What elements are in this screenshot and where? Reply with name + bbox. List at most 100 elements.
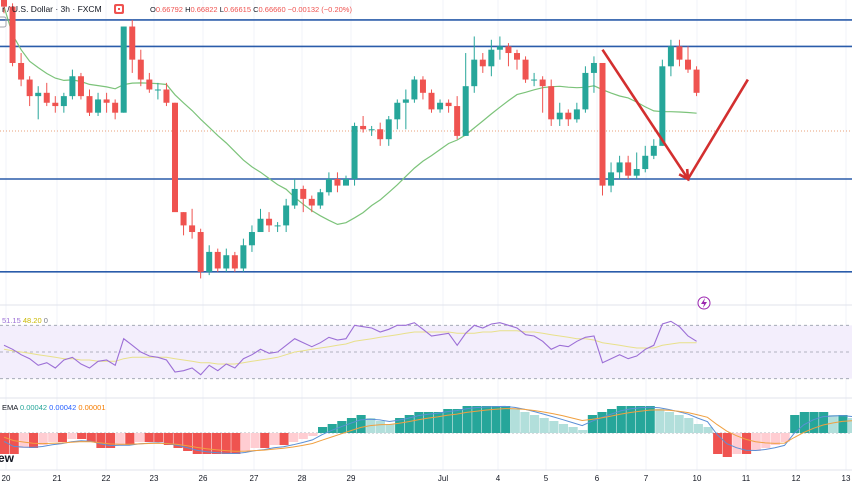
macd-histogram-bar — [664, 412, 675, 433]
candle-body — [52, 102, 59, 107]
macd-histogram-bar — [501, 406, 511, 433]
candle — [300, 185, 307, 213]
lightning-icon[interactable] — [697, 296, 711, 310]
candle-body — [488, 49, 495, 67]
candle — [522, 56, 529, 83]
candle — [35, 86, 42, 120]
candle — [411, 76, 418, 103]
macd-histogram-bar — [260, 433, 270, 448]
candle — [197, 228, 204, 279]
candle-body — [411, 79, 418, 100]
candle — [539, 76, 546, 113]
macd-histogram-bar — [212, 433, 222, 454]
candle-body — [437, 102, 444, 110]
rsi-pane[interactable]: 51.15 48.20 0 — [0, 304, 852, 380]
candle — [445, 99, 452, 113]
macd-histogram-bar — [722, 433, 732, 457]
macd-histogram-bar — [202, 433, 212, 454]
candle-body — [300, 188, 307, 199]
candle — [240, 238, 247, 272]
time-tick-label: 23 — [150, 474, 159, 483]
rsi-legend-value-b: 48.20 — [23, 316, 42, 325]
macd-histogram-bar — [192, 433, 202, 454]
candle — [385, 116, 392, 146]
candle-body — [112, 102, 119, 113]
candle — [462, 53, 469, 136]
candle — [43, 82, 50, 107]
candle-body — [189, 225, 196, 233]
candle — [505, 43, 512, 67]
horizontal-levels[interactable] — [0, 19, 852, 273]
candle — [283, 198, 290, 233]
macd-histogram-bar — [607, 409, 617, 433]
indicator-settings-icon[interactable] — [0, 16, 7, 28]
macd-histogram-bar — [404, 415, 414, 433]
macd-histogram-bar — [761, 433, 771, 448]
candle — [590, 56, 597, 93]
rsi-legend-value-a: 51.15 — [2, 316, 21, 325]
candle-body — [146, 79, 153, 90]
macd-histogram-bar — [491, 406, 501, 433]
macd-histogram-bar — [96, 433, 106, 448]
macd-histogram-bar — [848, 418, 852, 433]
candle — [172, 102, 178, 213]
candle — [693, 66, 700, 97]
macd-histogram-bar — [9, 433, 19, 454]
macd-pane[interactable]: EMA 0.00042 0.00042 0.00001 ew — [0, 397, 852, 465]
forecast-arrows[interactable] — [601, 49, 749, 182]
time-tick-label: 7 — [644, 474, 649, 483]
candle — [676, 39, 683, 67]
macd-histogram-bar — [57, 433, 67, 442]
macd-histogram-bar — [626, 406, 636, 433]
candle-body — [599, 62, 606, 186]
macd-histogram-bar — [713, 433, 723, 454]
candle-body — [274, 225, 281, 227]
macd-histogram-bar — [163, 433, 173, 445]
candle-body — [172, 102, 178, 213]
macd-histogram-bar — [645, 406, 655, 433]
macd-histogram-bar — [819, 412, 829, 433]
candle-body — [377, 129, 384, 140]
macd-histogram-bar — [154, 433, 164, 442]
candle — [86, 89, 93, 117]
candle-body — [633, 169, 640, 176]
price-change: −0.00132 (−0.20%) — [288, 5, 353, 14]
candle — [154, 82, 161, 100]
candle-body — [693, 69, 700, 93]
candle-body — [197, 232, 204, 272]
macd-histogram-bar — [289, 433, 299, 442]
macd-histogram-bar — [742, 433, 752, 454]
candle — [103, 92, 110, 113]
macd-histogram-bar — [790, 415, 800, 433]
macd-histogram-bar — [597, 412, 607, 433]
macd-histogram-bar — [28, 433, 39, 448]
candle — [308, 195, 315, 213]
candle — [95, 92, 102, 117]
candle-body — [676, 46, 683, 60]
macd-histogram-bar — [48, 433, 58, 442]
time-tick-label: 10 — [693, 474, 702, 483]
time-tick-label: 29 — [347, 474, 356, 483]
time-tick-label: 26 — [199, 474, 208, 483]
symbol-legend[interactable]: r / U.S. Dollar · 3h · FXCM O0.66792 H0.… — [0, 4, 352, 28]
time-axis[interactable]: 20 21 22 23 26 27 28 29 Jul 4 5 6 7 10 11 12 13 — [0, 469, 852, 483]
macd-histogram-bar — [375, 421, 385, 433]
macd-histogram-bar — [19, 433, 29, 448]
macd-histogram-bar — [269, 433, 279, 445]
candle — [625, 155, 632, 179]
candle-body — [317, 192, 324, 206]
macd-histogram-bar — [144, 433, 154, 442]
candle — [325, 172, 332, 196]
svg-text:O0.66792 H0.66822 L0.66615 C0.: O0.66792 H0.66822 L0.66615 C0.66660 −0.0… — [150, 5, 352, 14]
macd-histogram-bar — [125, 433, 135, 445]
candle-body — [419, 79, 426, 93]
macd-histogram-bar — [346, 418, 357, 433]
candle-body — [1, 0, 7, 7]
candle-body — [35, 92, 42, 97]
macd-histogram-bar — [134, 433, 145, 442]
candle — [650, 139, 657, 160]
macd-histogram-bar — [693, 424, 703, 433]
candle — [223, 248, 230, 272]
candle-body — [77, 76, 84, 97]
